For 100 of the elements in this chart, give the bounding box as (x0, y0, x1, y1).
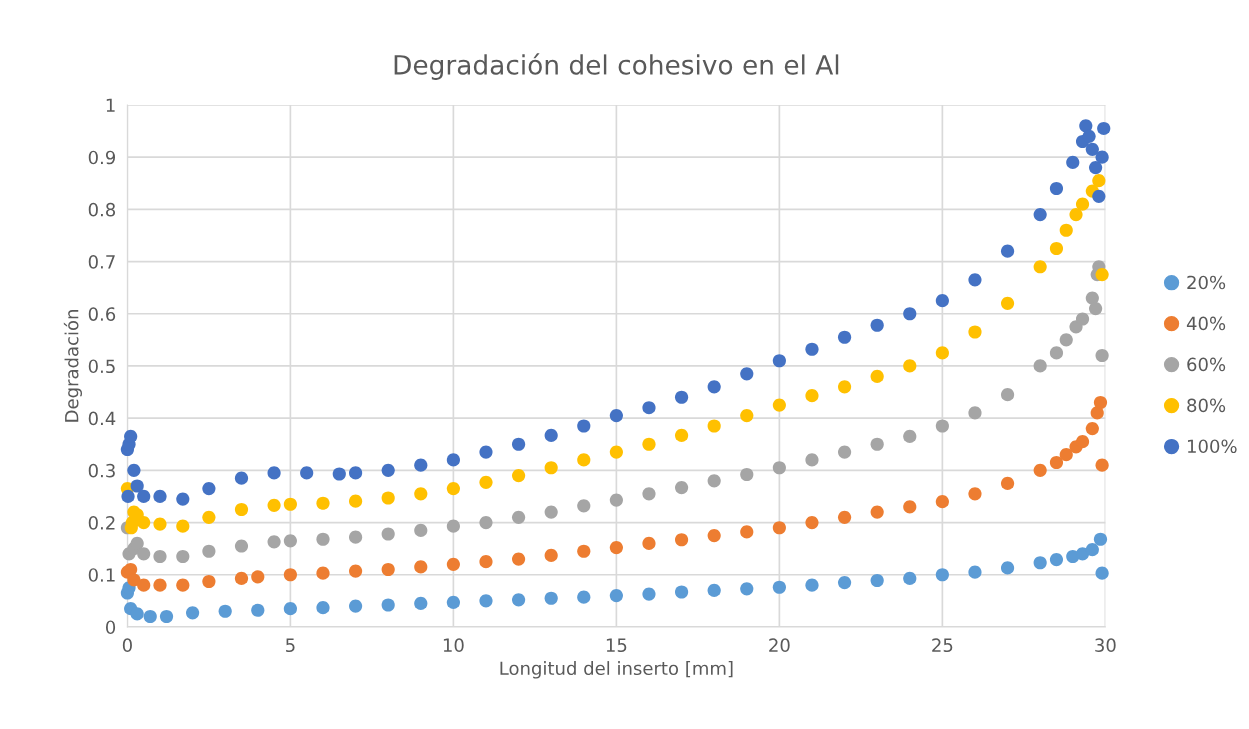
x-tick-label: 0 (122, 638, 132, 653)
point (707, 474, 721, 488)
point (968, 273, 982, 287)
point (381, 491, 395, 505)
point (153, 549, 167, 564)
legend-label: 40% (1186, 316, 1226, 331)
point (1059, 223, 1073, 237)
point (935, 419, 949, 433)
y-tick-label: 0.3 (88, 463, 115, 478)
point (1092, 189, 1106, 203)
point (349, 530, 363, 544)
point (479, 555, 493, 569)
legend-label: 100% (1187, 439, 1237, 454)
y-tick-label: 0.6 (88, 307, 116, 321)
y-tick-label: 0.9 (88, 150, 116, 165)
point (446, 557, 460, 571)
point (1069, 208, 1083, 222)
point (805, 453, 819, 467)
point (1097, 121, 1111, 136)
point (870, 318, 884, 332)
point (707, 529, 721, 543)
point (870, 573, 884, 588)
legend-label: 80% (1187, 398, 1226, 413)
x-tick-label: 30 (1095, 638, 1116, 653)
point (414, 487, 428, 501)
point (740, 367, 754, 381)
point (577, 419, 591, 433)
point (1095, 566, 1109, 580)
point (316, 566, 330, 580)
point (349, 466, 363, 480)
point (332, 467, 346, 481)
point (1000, 296, 1015, 310)
point (137, 547, 151, 561)
point (159, 609, 174, 624)
point (1093, 532, 1108, 546)
point (127, 463, 141, 477)
point (1049, 181, 1064, 196)
point (414, 458, 428, 472)
point (837, 380, 852, 394)
point (512, 552, 526, 566)
point (414, 596, 428, 611)
point (968, 565, 982, 579)
point (772, 354, 786, 368)
point (544, 591, 558, 605)
point (153, 489, 167, 504)
point (772, 521, 786, 535)
point (609, 493, 623, 507)
y-axis-title: Degradación (63, 310, 83, 422)
point (1066, 155, 1080, 169)
point (577, 544, 591, 558)
point (414, 560, 428, 574)
point (202, 574, 216, 589)
point (251, 603, 265, 617)
point (837, 575, 852, 590)
y-tick-label: 0.4 (88, 411, 116, 426)
y-tick-label: 0.5 (88, 359, 115, 374)
point (176, 578, 190, 592)
point (446, 453, 460, 467)
point (283, 497, 297, 511)
point (1033, 556, 1047, 570)
point (381, 562, 395, 577)
x-tick-label: 15 (606, 638, 627, 653)
point (674, 428, 689, 442)
point (1085, 543, 1099, 557)
point (234, 502, 249, 517)
point (903, 307, 917, 321)
point (1085, 422, 1099, 436)
point (349, 599, 363, 613)
point (805, 389, 819, 403)
point (1075, 312, 1090, 326)
point (1049, 241, 1064, 256)
point (234, 471, 249, 485)
point (1089, 161, 1103, 175)
point (512, 593, 526, 607)
point (512, 468, 526, 483)
point (381, 527, 395, 541)
point (202, 482, 216, 496)
point (870, 437, 884, 451)
point (137, 489, 151, 504)
point (837, 330, 852, 344)
chart-title: Degradación del cohesivo en el Al (394, 53, 839, 80)
point (1000, 476, 1015, 490)
point (1092, 174, 1106, 188)
point (1000, 388, 1015, 402)
point (176, 549, 190, 564)
point (479, 475, 493, 489)
point (1095, 150, 1109, 164)
legend-label: 20% (1187, 275, 1226, 290)
point (124, 429, 138, 444)
point (202, 510, 216, 524)
point (127, 573, 141, 587)
point (251, 570, 265, 584)
point (283, 534, 297, 548)
point (283, 602, 297, 616)
point (1059, 448, 1073, 462)
point (707, 419, 721, 433)
point (1049, 346, 1064, 360)
point (903, 429, 917, 444)
point (870, 505, 884, 519)
point (446, 595, 460, 609)
